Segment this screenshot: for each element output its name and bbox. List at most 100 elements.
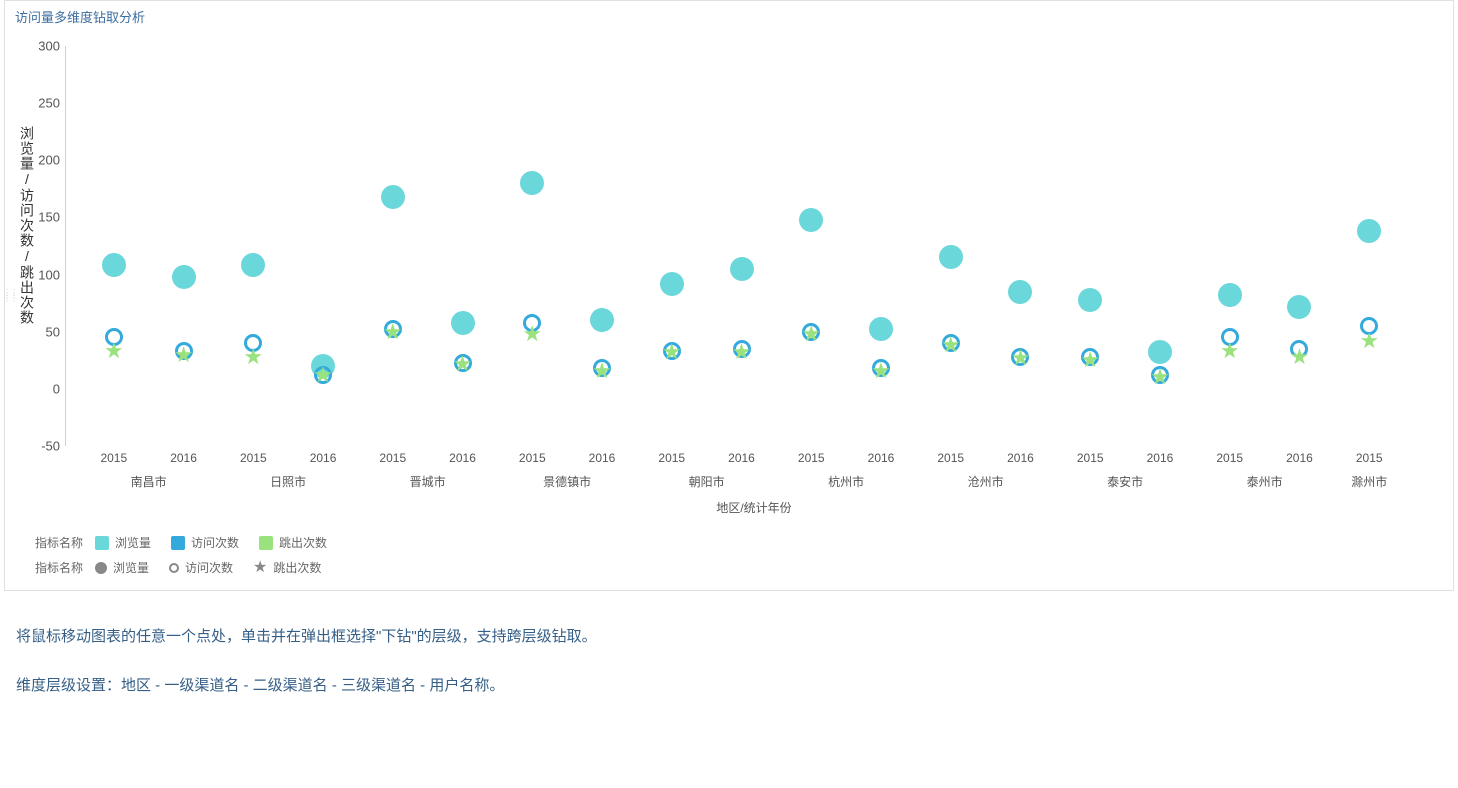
- legend-item-shape[interactable]: ★ 跳出次数: [253, 559, 321, 576]
- x-tick-year: 2015: [1356, 451, 1383, 465]
- y-axis: -50050100150200250300: [5, 46, 65, 446]
- data-point-pageviews[interactable]: [939, 245, 963, 269]
- legend-text: 访问次数: [191, 534, 239, 551]
- legend-title-2: 指标名称: [35, 559, 83, 576]
- legend-item-shape[interactable]: 浏览量: [95, 559, 149, 576]
- data-point-bounces[interactable]: ★: [801, 323, 821, 345]
- x-axis-title: 地区/统计年份: [716, 499, 791, 516]
- data-point-bounces[interactable]: ★: [522, 323, 542, 345]
- data-point-bounces[interactable]: ★: [383, 321, 403, 343]
- data-point-pageviews[interactable]: [1218, 283, 1242, 307]
- x-tick-year: 2016: [449, 451, 476, 465]
- data-point-pageviews[interactable]: [1008, 280, 1032, 304]
- description-panel: 将鼠标移动图表的任意一个点处，单击并在弹出框选择"下钻"的层级，支持跨层级钻取。…: [0, 603, 1458, 741]
- data-point-pageviews[interactable]: [730, 257, 754, 281]
- legend-swatch: [95, 536, 109, 550]
- legend-row-color: 指标名称 浏览量 访问次数 跳出次数: [35, 530, 1433, 555]
- x-tick-year: 2016: [589, 451, 616, 465]
- data-point-pageviews[interactable]: [241, 253, 265, 277]
- legend-text: 访问次数: [185, 559, 233, 576]
- x-tick-year: 2015: [937, 451, 964, 465]
- y-tick: 250: [38, 96, 60, 111]
- data-point-bounces[interactable]: ★: [174, 344, 194, 366]
- x-tick-year: 2016: [1007, 451, 1034, 465]
- data-point-pageviews[interactable]: [1287, 295, 1311, 319]
- legend-item-color[interactable]: 跳出次数: [259, 534, 327, 551]
- x-tick-city: 泰安市: [1107, 473, 1143, 490]
- data-point-bounces[interactable]: ★: [1080, 349, 1100, 371]
- y-tick: 0: [53, 381, 60, 396]
- chart-legend: 指标名称 浏览量访问次数跳出次数 指标名称 浏览量访问次数★跳出次数: [5, 526, 1453, 590]
- data-point-bounces[interactable]: ★: [1220, 340, 1240, 362]
- x-tick-year: 2015: [100, 451, 127, 465]
- x-tick-year: 2016: [170, 451, 197, 465]
- legend-item-shape[interactable]: 访问次数: [169, 559, 233, 576]
- legend-text: 跳出次数: [273, 559, 321, 576]
- x-tick-year: 2016: [310, 451, 337, 465]
- data-point-bounces[interactable]: ★: [1359, 330, 1379, 352]
- data-point-pageviews[interactable]: [869, 317, 893, 341]
- x-tick-year: 2016: [1147, 451, 1174, 465]
- data-point-bounces[interactable]: ★: [313, 364, 333, 386]
- data-point-bounces[interactable]: ★: [453, 353, 473, 375]
- x-tick-city: 泰州市: [1247, 473, 1283, 490]
- chart-area[interactable]: 浏览量/访问次数/跳出次数 -50050100150200250300 ★★★★…: [5, 26, 1453, 526]
- data-point-bounces[interactable]: ★: [243, 346, 263, 368]
- x-tick-year: 2015: [798, 451, 825, 465]
- data-point-pageviews[interactable]: [590, 308, 614, 332]
- data-point-bounces[interactable]: ★: [662, 341, 682, 363]
- x-tick-year: 2016: [868, 451, 895, 465]
- x-tick-year: 2015: [658, 451, 685, 465]
- x-tick-city: 沧州市: [968, 473, 1004, 490]
- data-point-bounces[interactable]: ★: [104, 340, 124, 362]
- star-icon: ★: [253, 560, 267, 576]
- legend-text: 浏览量: [115, 534, 151, 551]
- legend-title-1: 指标名称: [35, 534, 83, 551]
- data-point-pageviews[interactable]: [660, 272, 684, 296]
- data-point-pageviews[interactable]: [520, 171, 544, 195]
- legend-swatch: [259, 536, 273, 550]
- circle-hollow-icon: [169, 563, 179, 573]
- data-point-pageviews[interactable]: [381, 185, 405, 209]
- legend-swatch: [171, 536, 185, 550]
- y-tick: 100: [38, 267, 60, 282]
- legend-item-color[interactable]: 访问次数: [171, 534, 239, 551]
- x-tick-city: 朝阳市: [689, 473, 725, 490]
- data-point-bounces[interactable]: ★: [941, 334, 961, 356]
- data-point-pageviews[interactable]: [172, 265, 196, 289]
- data-point-bounces[interactable]: ★: [592, 360, 612, 382]
- data-point-pageviews[interactable]: [1357, 219, 1381, 243]
- x-tick-city: 日照市: [270, 473, 306, 490]
- data-point-pageviews[interactable]: [1148, 340, 1172, 364]
- x-tick-year: 2016: [728, 451, 755, 465]
- plot-region[interactable]: ★ ★ ★ ★ ★ ★ ★ ★ ★ ★ ★ ★ ★ ★ ★ ★ ★ ★ ★: [65, 46, 1443, 446]
- y-tick: -50: [41, 439, 60, 454]
- x-tick-year: 2015: [379, 451, 406, 465]
- x-tick-year: 2015: [240, 451, 267, 465]
- legend-item-color[interactable]: 浏览量: [95, 534, 151, 551]
- x-tick-city: 景德镇市: [543, 473, 591, 490]
- x-tick-year: 2015: [1077, 451, 1104, 465]
- data-point-pageviews[interactable]: [1078, 288, 1102, 312]
- data-point-bounces[interactable]: ★: [732, 341, 752, 363]
- x-tick-city: 晋城市: [410, 473, 446, 490]
- y-tick: 200: [38, 153, 60, 168]
- data-point-pageviews[interactable]: [451, 311, 475, 335]
- circle-filled-icon: [95, 562, 107, 574]
- x-tick-year: 2015: [519, 451, 546, 465]
- x-tick-city: 杭州市: [828, 473, 864, 490]
- data-point-bounces[interactable]: ★: [871, 360, 891, 382]
- legend-row-shape: 指标名称 浏览量 访问次数 ★ 跳出次数: [35, 555, 1433, 580]
- y-tick: 50: [46, 324, 60, 339]
- chart-panel: ⋮⋮⋮⋮⋮⋮ 访问量多维度钻取分析 浏览量/访问次数/跳出次数 -5005010…: [4, 0, 1454, 591]
- data-point-bounces[interactable]: ★: [1011, 347, 1031, 369]
- y-tick: 300: [38, 39, 60, 54]
- description-line-1: 将鼠标移动图表的任意一个点处，单击并在弹出框选择"下钻"的层级，支持跨层级钻取。: [16, 623, 1442, 650]
- data-point-bounces[interactable]: ★: [1150, 366, 1170, 388]
- data-point-bounces[interactable]: ★: [1290, 346, 1310, 368]
- x-tick-city: 滁州市: [1351, 473, 1387, 490]
- data-point-pageviews[interactable]: [102, 253, 126, 277]
- x-tick-year: 2016: [1286, 451, 1313, 465]
- legend-text: 跳出次数: [279, 534, 327, 551]
- data-point-pageviews[interactable]: [799, 208, 823, 232]
